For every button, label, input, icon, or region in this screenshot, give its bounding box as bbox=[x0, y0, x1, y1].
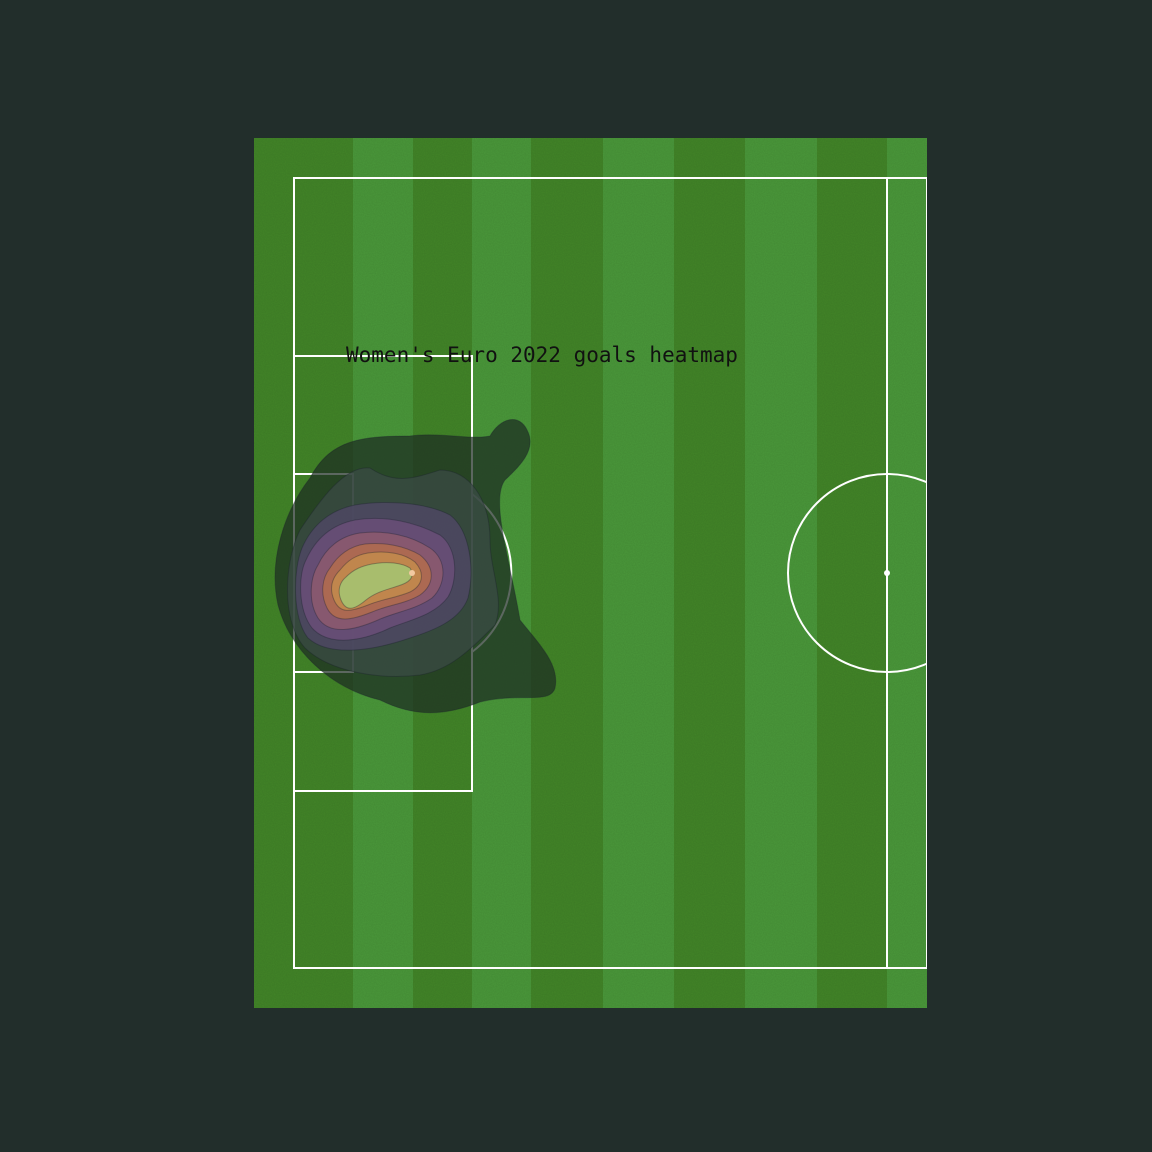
heatmap-contours bbox=[274, 419, 557, 714]
chart-title: Women's Euro 2022 goals heatmap bbox=[346, 343, 738, 367]
density-peak-marker bbox=[409, 570, 415, 576]
pitch bbox=[254, 138, 927, 1008]
centre-spot bbox=[884, 570, 890, 576]
contour-level-8 bbox=[338, 562, 413, 609]
centre-circle bbox=[787, 473, 927, 673]
